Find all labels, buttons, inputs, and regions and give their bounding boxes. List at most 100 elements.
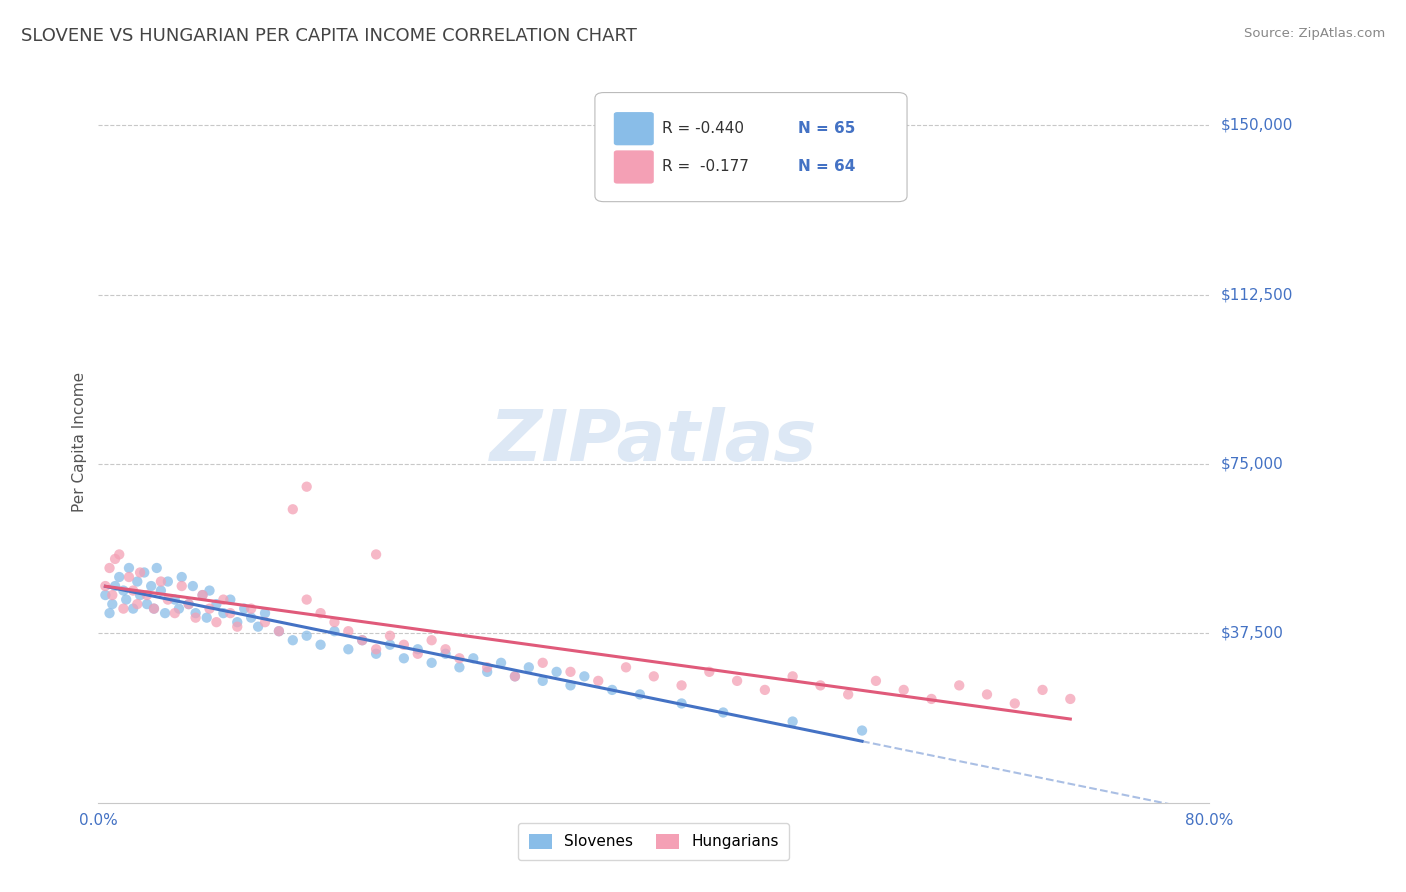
Point	[614, 660, 637, 674]
Point	[112, 583, 135, 598]
Point	[267, 624, 290, 639]
Point	[101, 588, 124, 602]
Text: N = 65: N = 65	[799, 121, 856, 136]
Point	[420, 656, 443, 670]
Point	[94, 579, 117, 593]
Text: $112,500: $112,500	[1220, 287, 1292, 302]
Point	[503, 669, 526, 683]
Point	[195, 610, 218, 624]
Point	[104, 552, 127, 566]
Point	[153, 606, 176, 620]
Point	[122, 601, 145, 615]
FancyBboxPatch shape	[614, 112, 654, 145]
Point	[134, 566, 156, 580]
Point	[281, 502, 304, 516]
Point	[449, 660, 471, 674]
Point	[309, 606, 332, 620]
Point	[184, 606, 207, 620]
Point	[167, 601, 190, 615]
Point	[366, 647, 388, 661]
Point	[600, 682, 623, 697]
Point	[976, 687, 998, 701]
Point	[1032, 682, 1054, 697]
Point	[118, 561, 141, 575]
Point	[463, 651, 485, 665]
Point	[546, 665, 568, 679]
Point	[560, 665, 582, 679]
Point	[129, 588, 152, 602]
Point	[177, 597, 200, 611]
Point	[191, 588, 214, 602]
Point	[893, 682, 915, 697]
Point	[489, 656, 512, 670]
Point	[98, 561, 121, 575]
Point	[191, 588, 214, 602]
Point	[948, 678, 970, 692]
Point	[378, 629, 401, 643]
Point	[531, 656, 554, 670]
Point	[233, 601, 256, 615]
Point	[699, 665, 721, 679]
Point	[163, 606, 186, 620]
Text: $150,000: $150,000	[1220, 118, 1292, 133]
Point	[129, 566, 152, 580]
Point	[98, 606, 121, 620]
Point	[475, 665, 499, 679]
Point	[517, 660, 540, 674]
Point	[170, 579, 193, 593]
Point	[352, 633, 374, 648]
Point	[588, 673, 610, 688]
Point	[198, 601, 221, 615]
Point	[475, 660, 499, 674]
Point	[104, 579, 127, 593]
Point	[247, 620, 270, 634]
FancyBboxPatch shape	[595, 93, 907, 202]
Point	[156, 574, 179, 589]
Point	[671, 678, 693, 692]
Point	[122, 583, 145, 598]
Point	[295, 480, 318, 494]
Point	[1004, 697, 1026, 711]
Point	[267, 624, 290, 639]
Point	[240, 610, 263, 624]
Point	[574, 669, 596, 683]
Point	[226, 615, 249, 630]
Point	[101, 597, 124, 611]
Point	[143, 601, 166, 615]
Point	[754, 682, 776, 697]
Point	[253, 615, 276, 630]
Legend: Slovenes, Hungarians: Slovenes, Hungarians	[519, 822, 789, 860]
Text: R =  -0.177: R = -0.177	[662, 160, 748, 175]
Point	[366, 548, 388, 562]
Point	[434, 642, 457, 657]
Point	[219, 606, 242, 620]
Point	[156, 592, 179, 607]
Point	[212, 592, 235, 607]
Text: $75,000: $75,000	[1220, 457, 1284, 472]
Point	[108, 548, 131, 562]
Point	[136, 588, 159, 602]
Point	[115, 592, 138, 607]
Point	[127, 574, 149, 589]
Point	[449, 651, 471, 665]
Point	[212, 606, 235, 620]
Point	[295, 629, 318, 643]
Point	[851, 723, 873, 738]
Point	[163, 592, 186, 607]
Point	[226, 620, 249, 634]
Point	[337, 624, 360, 639]
Point	[205, 615, 228, 630]
Point	[295, 592, 318, 607]
Point	[434, 647, 457, 661]
Point	[352, 633, 374, 648]
Point	[392, 638, 415, 652]
Point	[865, 673, 887, 688]
Point	[406, 642, 429, 657]
Point	[406, 647, 429, 661]
Point	[112, 601, 135, 615]
Text: SLOVENE VS HUNGARIAN PER CAPITA INCOME CORRELATION CHART: SLOVENE VS HUNGARIAN PER CAPITA INCOME C…	[21, 27, 637, 45]
Point	[420, 633, 443, 648]
Point	[782, 714, 804, 729]
Point	[181, 579, 204, 593]
Text: N = 64: N = 64	[799, 160, 856, 175]
